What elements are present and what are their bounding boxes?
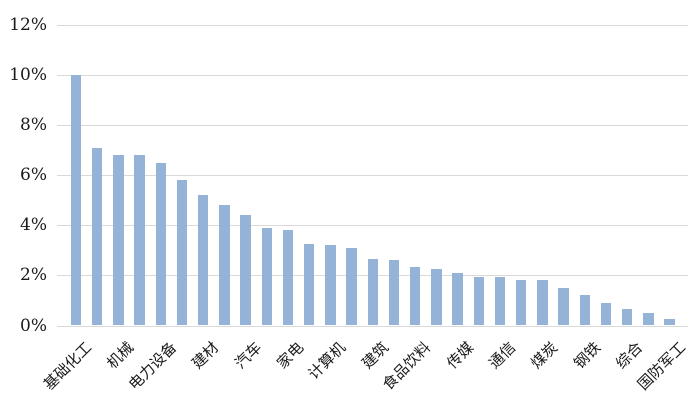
bar-rank-10 xyxy=(261,227,273,326)
bar-rank-6 xyxy=(176,180,188,326)
bar-电力设备 xyxy=(155,162,167,326)
x-category-label: 机械 xyxy=(103,338,138,373)
bar-rank-24 xyxy=(558,287,569,326)
bar-rank-20 xyxy=(473,276,485,326)
bar-计算机 xyxy=(325,245,336,326)
bar-传媒 xyxy=(452,272,463,326)
y-tick-label: 2% xyxy=(20,265,47,286)
bar-rank-4 xyxy=(134,155,145,326)
gridline xyxy=(57,225,688,227)
bar-钢铁 xyxy=(579,295,591,326)
bar-机械 xyxy=(113,155,124,326)
bar-建材 xyxy=(197,195,209,326)
x-category-label: 钢铁 xyxy=(570,338,604,373)
y-tick-label: 12% xyxy=(9,15,47,36)
gridline xyxy=(57,325,688,327)
x-category-label: 建材 xyxy=(188,338,223,373)
y-tick-label: 0% xyxy=(20,315,47,336)
y-tick-label: 10% xyxy=(9,65,47,86)
x-category-label: 汽车 xyxy=(230,338,265,373)
bar-通信 xyxy=(494,276,506,326)
y-tick-label: 4% xyxy=(20,215,47,236)
x-category-label: 建筑 xyxy=(358,338,392,373)
gridline xyxy=(57,175,688,177)
bar-建筑 xyxy=(367,259,379,326)
bar-基础化工 xyxy=(70,75,82,326)
x-category-label: 计算机 xyxy=(304,338,350,383)
bar-rank-14 xyxy=(346,247,357,326)
gridline xyxy=(57,75,688,77)
bar-rank-2 xyxy=(91,147,103,326)
x-category-label: 通信 xyxy=(485,338,520,373)
gridline xyxy=(57,25,688,27)
bar-家电 xyxy=(282,230,294,326)
x-category-label: 基础化工 xyxy=(39,338,96,394)
bar-rank-28 xyxy=(643,312,654,326)
bar-rank-18 xyxy=(431,269,442,326)
bar-rank-12 xyxy=(303,244,315,326)
y-tick-label: 8% xyxy=(20,115,47,136)
y-tick-label: 6% xyxy=(20,165,47,186)
x-category-label: 综合 xyxy=(612,338,647,373)
bar-rank-8 xyxy=(219,205,230,326)
bar-rank-16 xyxy=(388,260,400,326)
bar-食品饮料 xyxy=(409,266,421,326)
gridline xyxy=(57,125,688,127)
bar-国防军工 xyxy=(664,319,675,326)
bar-煤炭 xyxy=(537,280,548,326)
bar-rank-22 xyxy=(515,280,527,326)
x-category-label: 煤炭 xyxy=(527,338,562,373)
x-category-label: 传媒 xyxy=(442,338,477,373)
bar-rank-26 xyxy=(600,302,612,326)
bar-汽车 xyxy=(240,215,251,326)
bar-综合 xyxy=(621,309,633,326)
